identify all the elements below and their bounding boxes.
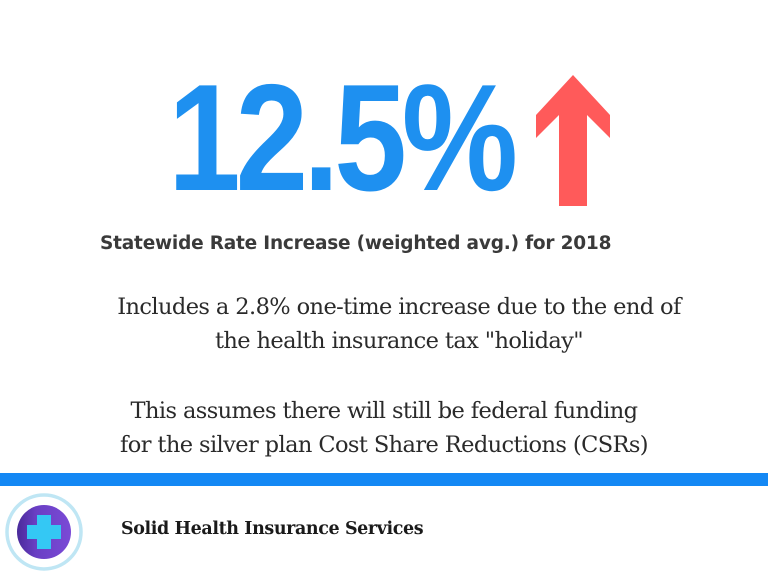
rate-increase-subtitle: Statewide Rate Increase (weighted avg.) … [100, 233, 612, 254]
note-line: for the silver plan Cost Share Reduction… [120, 432, 649, 458]
rate-increase-value: 12.5% [168, 53, 518, 223]
csr-funding-note: This assumes there will still be federal… [0, 394, 768, 462]
company-name: Solid Health Insurance Services [121, 519, 424, 539]
medical-plus-icon [5, 493, 83, 571]
note-line: the health insurance tax "holiday" [214, 328, 584, 354]
arrow-up-icon [536, 75, 610, 206]
note-line: This assumes there will still be federal… [130, 398, 639, 424]
tax-holiday-note: Includes a 2.8% one-time increase due to… [0, 290, 768, 358]
footer-divider [0, 473, 768, 486]
note-line: Includes a 2.8% one-time increase due to… [117, 294, 681, 320]
